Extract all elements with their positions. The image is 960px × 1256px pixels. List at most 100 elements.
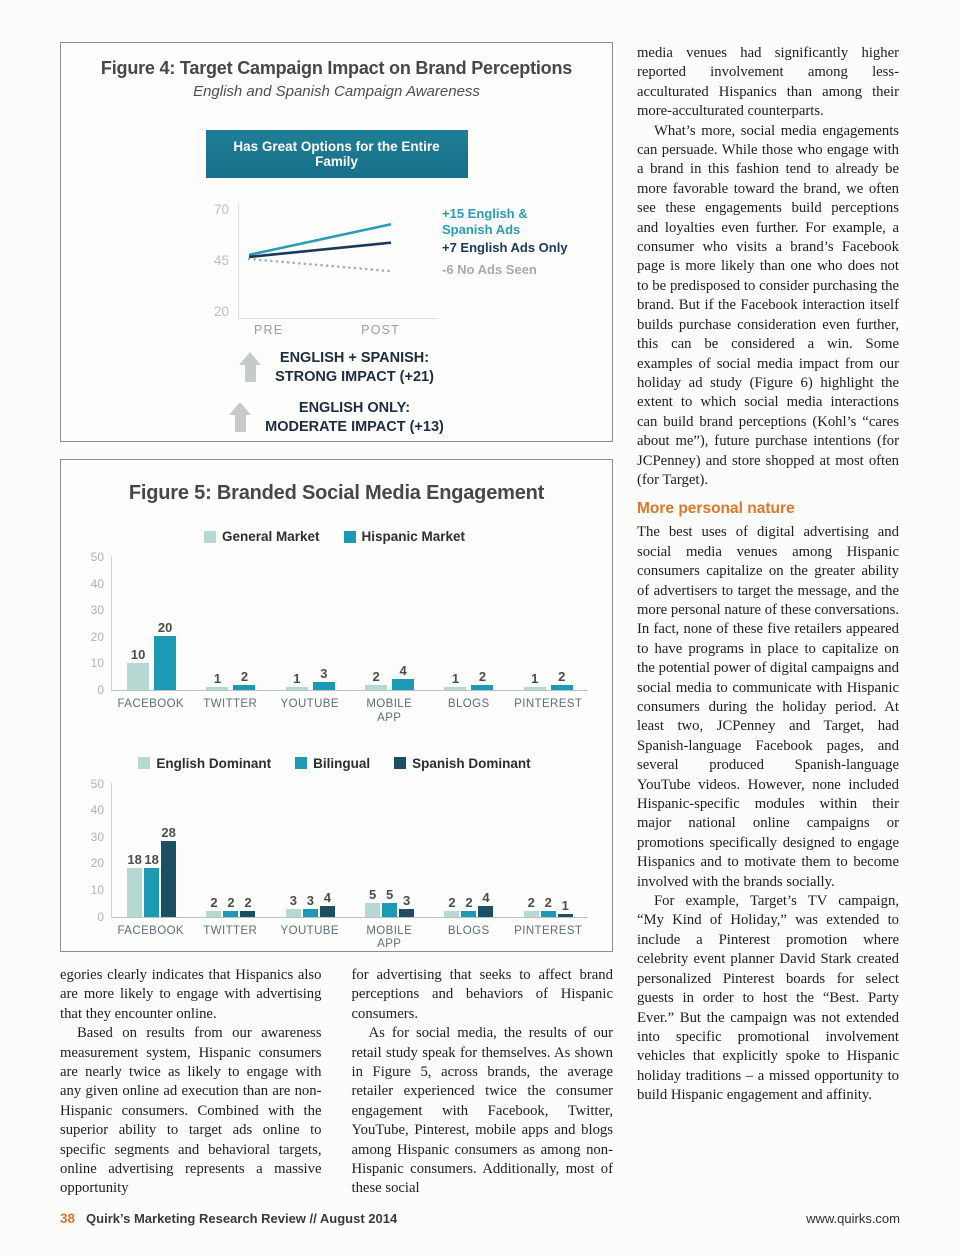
page-number: 38 bbox=[60, 1211, 76, 1226]
bar-value-label: 2 bbox=[527, 895, 535, 911]
bar bbox=[161, 841, 177, 917]
legend-label: English Dominant bbox=[156, 755, 272, 771]
legend-swatch-icon bbox=[203, 530, 216, 543]
right-text-column: media venues had significantly higher re… bbox=[637, 44, 899, 1106]
bar bbox=[365, 684, 388, 690]
bar-value-label: 3 bbox=[403, 892, 411, 908]
category-label: YOUTUBE bbox=[280, 924, 339, 937]
x-label-pre: PRE bbox=[254, 323, 284, 337]
figure4-subtitle: English and Spanish Campaign Awareness bbox=[193, 83, 480, 100]
bar bbox=[312, 681, 335, 690]
category-label: YOUTUBE bbox=[280, 698, 339, 710]
paragraph: For example, Target’s TV campaign, “My K… bbox=[637, 893, 899, 1104]
legend-label: General Market bbox=[221, 529, 320, 544]
y-tick: 45 bbox=[213, 253, 229, 268]
bar-value-label: 18 bbox=[144, 852, 159, 867]
category-label: PINTEREST bbox=[514, 924, 583, 937]
paragraph: Based on results from our awareness meas… bbox=[60, 1025, 322, 1197]
bar bbox=[285, 908, 301, 917]
bar-value-label: 4 bbox=[323, 889, 331, 905]
bar bbox=[206, 687, 229, 690]
impact-summary: ENGLISH + SPANISH: STRONG IMPACT (+21) E… bbox=[61, 349, 612, 436]
impact-text: ENGLISH + SPANISH: STRONG IMPACT (+21) bbox=[275, 350, 434, 385]
bars-area: 18 18 28 2 2 2 3 3 4 5 5 3 2 2 4 2 2 1 bbox=[111, 782, 588, 918]
annotation-no-ads-seen: -6 No Ads Seen bbox=[442, 262, 537, 277]
bar bbox=[382, 903, 398, 917]
y-tick: 20 bbox=[90, 629, 104, 644]
bar bbox=[523, 911, 539, 917]
bar-value-label: 2 bbox=[448, 895, 456, 911]
legend-item: Bilingual bbox=[295, 756, 370, 771]
annotation-english-ads-only: +7 English Ads Only bbox=[442, 240, 568, 255]
bar-value-label: 4 bbox=[399, 663, 407, 679]
bar-value-label: 2 bbox=[465, 895, 473, 911]
legend-swatch-icon bbox=[343, 530, 356, 543]
bar-value-label: 20 bbox=[157, 620, 173, 635]
trend-line bbox=[247, 257, 393, 273]
y-tick: 0 bbox=[97, 909, 104, 924]
bar-value-label: 3 bbox=[289, 892, 297, 908]
bar bbox=[557, 913, 573, 917]
y-tick: 40 bbox=[90, 576, 104, 591]
bar bbox=[461, 911, 477, 917]
bar-value-label: 2 bbox=[558, 668, 566, 684]
acculturation-chart-legend: English Dominant Bilingual Spanish Dominan… bbox=[81, 756, 588, 771]
legend-item: General Market bbox=[203, 529, 320, 544]
category-label: MOBILE APP bbox=[366, 698, 413, 724]
legend-item: English Dominant bbox=[138, 756, 271, 771]
paragraph: The best uses of digital advertising and… bbox=[637, 524, 899, 890]
bar-value-label: 10 bbox=[130, 647, 146, 662]
trend-line bbox=[248, 241, 392, 259]
brand-statement-banner: Has Great Options for the Entire Family bbox=[205, 130, 468, 178]
bar-value-label: 4 bbox=[482, 889, 490, 905]
figure4-plot-area bbox=[238, 204, 438, 319]
y-tick: 10 bbox=[90, 656, 104, 671]
bar bbox=[365, 903, 381, 917]
bar bbox=[444, 911, 460, 917]
y-tick: 50 bbox=[90, 776, 104, 791]
bar-value-label: 28 bbox=[161, 825, 176, 840]
category-label: TWITTER bbox=[203, 924, 258, 937]
y-tick: 10 bbox=[90, 882, 104, 897]
bottom-left-column: egories clearly indicates that Hispanics… bbox=[60, 966, 322, 1199]
y-tick: 20 bbox=[213, 304, 229, 319]
bar-value-label: 1 bbox=[561, 897, 569, 913]
section-heading: More personal nature bbox=[637, 500, 795, 518]
bar-value-label: 1 bbox=[451, 671, 460, 687]
category-label: FACEBOOK bbox=[117, 924, 184, 937]
bar-value-label: 2 bbox=[544, 895, 552, 911]
figure5-box: Figure 5: Branded Social Media Engagemen… bbox=[60, 459, 613, 952]
up-arrow-icon bbox=[239, 352, 262, 383]
bar bbox=[523, 687, 546, 690]
bar bbox=[127, 868, 143, 917]
up-arrow-icon bbox=[229, 402, 252, 433]
bar bbox=[127, 663, 150, 690]
bar-value-label: 5 bbox=[369, 887, 377, 903]
bar bbox=[233, 684, 256, 690]
bar-value-label: 2 bbox=[210, 895, 218, 911]
y-tick: 30 bbox=[90, 603, 104, 618]
y-tick: 20 bbox=[90, 856, 104, 871]
website-url: www.quirks.com bbox=[806, 1211, 900, 1226]
bottom-text-columns: egories clearly indicates that Hispanics… bbox=[60, 966, 613, 1199]
bar bbox=[399, 908, 415, 917]
bar bbox=[302, 908, 318, 917]
bar bbox=[285, 687, 308, 690]
bar bbox=[154, 636, 177, 690]
bar-value-label: 1 bbox=[293, 671, 301, 687]
paragraph: media venues had significantly higher re… bbox=[637, 45, 899, 120]
legend-swatch-icon bbox=[138, 757, 151, 770]
figure4-title: Figure 4: Target Campaign Impact on Bran… bbox=[100, 58, 573, 78]
bar bbox=[478, 905, 494, 917]
bar-value-label: 2 bbox=[240, 668, 249, 684]
figure4-annotations: +15 English & Spanish Ads +7 English Ads… bbox=[442, 204, 610, 324]
bar bbox=[550, 684, 573, 690]
y-tick: 30 bbox=[90, 829, 104, 844]
bar bbox=[319, 905, 335, 917]
bar-value-label: 2 bbox=[372, 668, 380, 684]
figure4-line-chart: 70 45 20 PRE POST +15 English & Spanish Ad… bbox=[201, 202, 612, 337]
y-tick: 0 bbox=[97, 682, 104, 697]
